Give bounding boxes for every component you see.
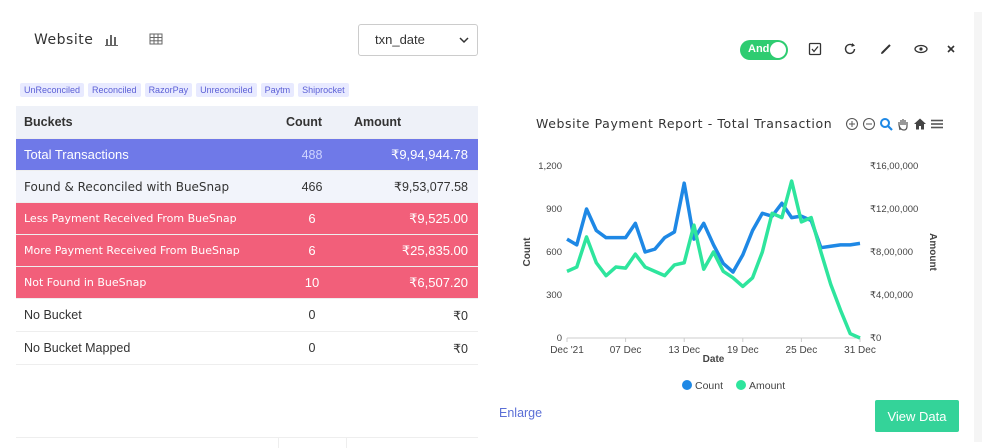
x-tick-label: Dec '21 (550, 345, 584, 356)
tag-paytm[interactable]: Paytm (260, 83, 295, 97)
bucket-amount: ₹6,507.20 (409, 274, 468, 290)
date-field-select[interactable]: txn_date (358, 24, 478, 56)
series-line-amount (566, 179, 861, 340)
close-icon[interactable] (944, 42, 958, 56)
table-row[interactable]: Less Payment Received From BueSnap 6 ₹9,… (16, 203, 478, 235)
bucket-name: Total Transactions (24, 147, 129, 162)
chart-title: Website Payment Report - Total Transacti… (536, 116, 833, 131)
y-tick-label: 600 (546, 247, 562, 258)
header-buckets: Buckets (24, 115, 73, 129)
source-tags: UnReconciled Reconciled RazorPay Unrecon… (20, 83, 349, 97)
bucket-amount: ₹0 (453, 341, 468, 356)
y2-tick-label: ₹12,00,000 (870, 204, 918, 215)
x-axis-label: Date (703, 354, 725, 365)
buckets-table: Buckets Count Amount Total Transactions … (16, 106, 478, 365)
payment-chart[interactable]: 0 300 600 900 1,200 ₹0 ₹4,00,000 ₹8,00,000 ₹12,0… (510, 150, 950, 400)
bucket-count: 6 (308, 211, 316, 226)
bucket-amount: ₹9,94,944.78 (391, 146, 468, 162)
table-footer-line (16, 437, 478, 438)
toggle-knob (770, 42, 786, 58)
tag-reconciled[interactable]: Reconciled (88, 83, 141, 97)
table-row[interactable]: Total Transactions 488 ₹9,94,944.78 (16, 139, 478, 171)
header-count: Count (286, 115, 323, 129)
edit-icon[interactable] (879, 42, 893, 56)
view-data-button[interactable]: View Data (875, 400, 959, 432)
bucket-count: 488 (301, 147, 323, 162)
chart-toolbar (845, 117, 944, 131)
table-row[interactable]: No Bucket 0 ₹0 (16, 299, 478, 332)
y2-tick-label: ₹4,00,000 (870, 290, 913, 301)
x-tick-label: 31 Dec (844, 345, 876, 356)
select-value: txn_date (375, 32, 425, 47)
table-footer-divider (278, 437, 279, 448)
pan-hand-icon[interactable] (896, 117, 910, 131)
table-footer-divider (346, 437, 347, 448)
eye-icon[interactable] (914, 42, 928, 56)
y-tick-label: 0 (557, 333, 562, 344)
page-title: Website (34, 32, 94, 48)
tag-unreconciled-2[interactable]: Unreconciled (196, 83, 257, 97)
x-tick-label: 19 Dec (727, 345, 759, 356)
bucket-name: Not Found in BueSnap (24, 276, 147, 289)
y2-tick-label: ₹8,00,000 (870, 247, 913, 258)
zoom-in-icon[interactable] (845, 117, 859, 131)
tag-unreconciled[interactable]: UnReconciled (20, 83, 85, 97)
magnify-icon[interactable] (879, 117, 893, 131)
bucket-amount: ₹9,525.00 (409, 210, 468, 226)
toggle-label: And (748, 43, 770, 55)
page-scrollbar[interactable] (974, 12, 982, 442)
menu-icon[interactable] (930, 117, 944, 131)
bucket-count: 10 (304, 275, 320, 290)
bucket-count: 0 (308, 341, 316, 355)
y2-tick-label: ₹0 (870, 333, 881, 344)
header-amount: Amount (354, 115, 402, 129)
legend-label-amount: Amount (749, 380, 785, 392)
enlarge-link[interactable]: Enlarge (499, 406, 543, 420)
bucket-name: More Payment Received From BueSnap (24, 244, 240, 257)
y2-tick-label: ₹16,00,000 (870, 161, 918, 172)
bucket-amount: ₹25,835.00 (401, 242, 468, 258)
toolbar: Website txn_date And (0, 0, 987, 80)
bucket-count: 466 (301, 179, 323, 194)
bucket-name: No Bucket (24, 308, 82, 322)
bucket-amount: ₹9,53,077.58 (394, 180, 468, 194)
legend-marker-count (682, 380, 692, 390)
y-tick-label: 1,200 (538, 161, 562, 172)
x-tick-label: 25 Dec (786, 345, 818, 356)
legend-label-count: Count (695, 380, 723, 392)
bucket-count: 6 (308, 243, 316, 258)
table-row[interactable]: Found & Reconciled with BueSnap 466 ₹9,5… (16, 171, 478, 203)
tag-razorpay[interactable]: RazorPay (144, 83, 193, 97)
tag-shiprocket[interactable]: Shiprocket (298, 83, 349, 97)
and-or-toggle[interactable]: And (740, 40, 788, 60)
table-header: Buckets Count Amount (16, 106, 478, 139)
bucket-amount: ₹0 (453, 308, 468, 323)
refresh-icon[interactable] (843, 42, 857, 56)
y-tick-label: 900 (546, 204, 562, 215)
bucket-name: Found & Reconciled with BueSnap (24, 179, 230, 194)
bucket-count: 0 (308, 308, 316, 322)
series-line-count (566, 181, 861, 274)
home-icon[interactable] (913, 117, 927, 131)
table-icon[interactable] (148, 31, 164, 47)
bucket-name: Less Payment Received From BueSnap (24, 212, 237, 225)
zoom-out-icon[interactable] (862, 117, 876, 131)
bar-chart-icon[interactable] (104, 31, 120, 47)
y-tick-label: 300 (546, 290, 562, 301)
bucket-name: No Bucket Mapped (24, 341, 131, 355)
y2-axis-label: Amount (927, 233, 938, 271)
checkbox-icon[interactable] (808, 42, 822, 56)
table-row[interactable]: More Payment Received From BueSnap 6 ₹25… (16, 235, 478, 267)
x-tick-label: 07 Dec (610, 345, 642, 356)
y-axis-label: Count (522, 237, 533, 267)
chevron-down-icon (459, 37, 469, 44)
x-tick-label: 13 Dec (668, 345, 700, 356)
legend-marker-amount (736, 380, 746, 390)
table-row[interactable]: Not Found in BueSnap 10 ₹6,507.20 (16, 267, 478, 299)
table-row[interactable]: No Bucket Mapped 0 ₹0 (16, 332, 478, 365)
